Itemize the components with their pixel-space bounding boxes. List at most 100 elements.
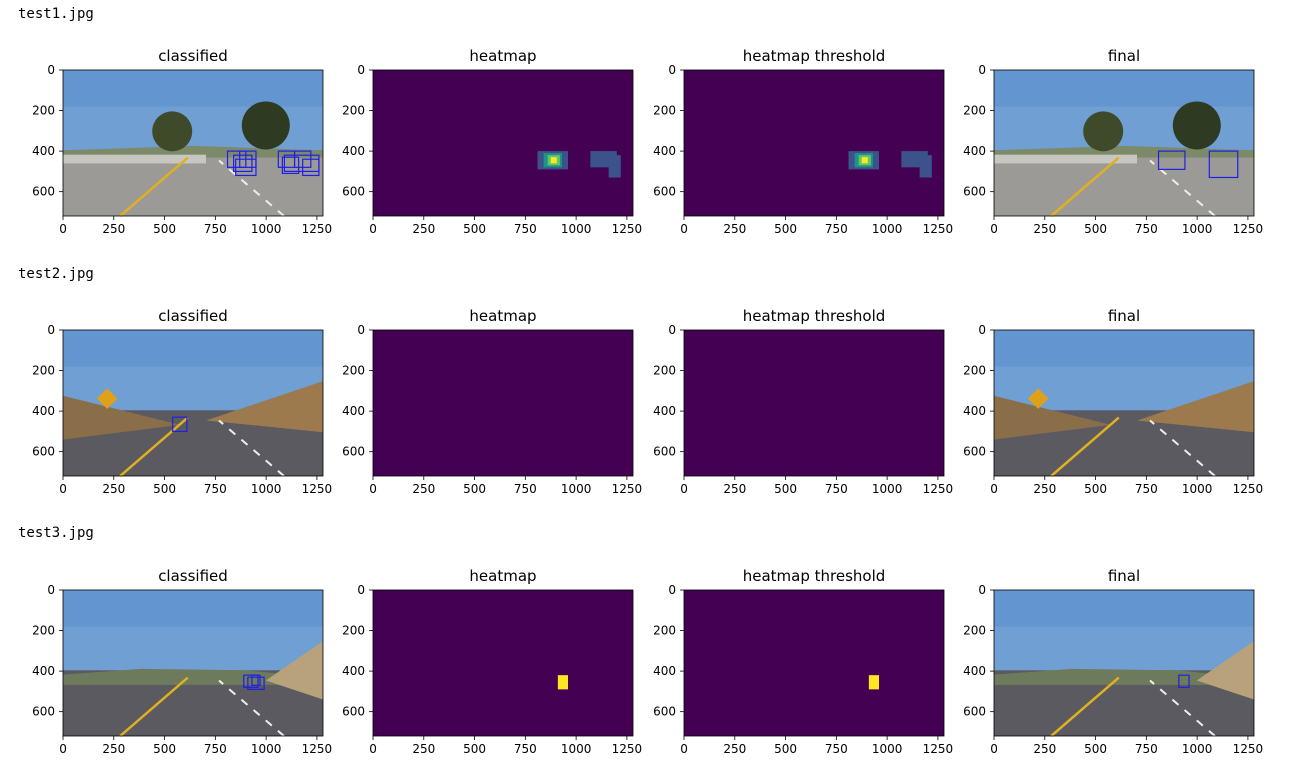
panel-image: [373, 70, 633, 216]
x-tick-label: 500: [153, 742, 176, 756]
x-tick-label: 0: [990, 482, 998, 496]
x-tick-label: 0: [59, 482, 67, 496]
x-tick-label: 0: [680, 222, 688, 236]
row-label-test3: test3.jpg: [18, 525, 94, 541]
y-tick-label: 600: [963, 445, 986, 459]
y-tick-label: 0: [668, 583, 676, 597]
x-tick-label: 500: [774, 742, 797, 756]
x-tick-label: 250: [1033, 222, 1056, 236]
panel-title: heatmap: [469, 47, 536, 65]
y-tick-label: 0: [357, 583, 365, 597]
x-tick-label: 1000: [872, 742, 903, 756]
tree: [1172, 101, 1221, 150]
x-tick-label: 750: [1135, 482, 1158, 496]
y-tick-label: 0: [668, 323, 676, 337]
x-tick-label: 0: [369, 222, 377, 236]
detection-box: [243, 674, 259, 688]
lane-line-white: [218, 679, 285, 737]
x-tick-label: 1250: [612, 222, 643, 236]
x-tick-label: 750: [204, 482, 227, 496]
hillside-left: [994, 395, 1111, 440]
barrier: [63, 154, 206, 164]
heat-cell: [861, 157, 868, 164]
x-tick-label: 500: [463, 222, 486, 236]
tree: [152, 111, 193, 152]
panel-image: [373, 330, 633, 476]
sky-top: [63, 70, 323, 107]
sky-top: [994, 590, 1254, 627]
y-tick-label: 400: [963, 404, 986, 418]
y-tick-label: 400: [32, 664, 55, 678]
y-tick-label: 0: [978, 63, 986, 77]
x-tick-label: 1250: [923, 482, 954, 496]
detection-box: [247, 676, 265, 690]
axes-frame: [993, 329, 1255, 477]
x-tick-label: 750: [1135, 222, 1158, 236]
x-tick-label: 750: [514, 482, 537, 496]
x-tick-label: 1000: [251, 222, 282, 236]
x-tick-label: 500: [153, 482, 176, 496]
panel-title: classified: [158, 567, 228, 585]
heat-cell: [550, 157, 557, 164]
y-tick-label: 400: [653, 144, 676, 158]
axes-frame: [993, 69, 1255, 217]
y-tick-label: 600: [342, 185, 365, 199]
y-tick-label: 400: [342, 404, 365, 418]
heat-cell: [919, 155, 932, 178]
x-tick-label: 500: [774, 482, 797, 496]
y-tick-label: 200: [342, 364, 365, 378]
x-tick-label: 750: [204, 742, 227, 756]
heatmap-background: [684, 70, 944, 216]
x-tick-label: 0: [680, 482, 688, 496]
detection-box: [235, 158, 257, 177]
hillside-right: [206, 381, 323, 433]
heat-cell: [557, 675, 568, 690]
x-tick-label: 250: [412, 222, 435, 236]
y-tick-label: 0: [668, 63, 676, 77]
heatmap-background: [684, 590, 944, 736]
y-tick-label: 600: [963, 705, 986, 719]
y-tick-label: 200: [32, 104, 55, 118]
x-tick-label: 750: [514, 742, 537, 756]
x-tick-label: 1000: [251, 742, 282, 756]
y-tick-label: 600: [653, 185, 676, 199]
panel-image: [684, 70, 944, 216]
x-tick-label: 250: [102, 742, 125, 756]
y-tick-label: 200: [963, 364, 986, 378]
x-tick-label: 1000: [561, 222, 592, 236]
lane-line-yellow: [1050, 416, 1120, 477]
barrier: [994, 154, 1137, 164]
x-tick-label: 1000: [872, 222, 903, 236]
lane-line-white: [218, 419, 285, 477]
row-label-test1: test1.jpg: [18, 6, 94, 22]
y-tick-label: 0: [47, 63, 55, 77]
heatmap-background: [684, 330, 944, 476]
sky-top: [63, 590, 323, 627]
x-tick-label: 1000: [872, 482, 903, 496]
panel-title: heatmap: [469, 307, 536, 325]
panel-image: [684, 330, 944, 476]
y-tick-label: 200: [342, 104, 365, 118]
x-tick-label: 250: [102, 222, 125, 236]
x-tick-label: 250: [1033, 482, 1056, 496]
lane-line-yellow: [1050, 676, 1120, 737]
x-tick-label: 500: [774, 222, 797, 236]
x-tick-label: 1250: [1233, 742, 1264, 756]
x-tick-label: 250: [723, 222, 746, 236]
panel-title: heatmap: [469, 567, 536, 585]
x-tick-label: 1250: [1233, 482, 1264, 496]
panel-image: [63, 590, 323, 737]
x-tick-label: 1000: [1182, 482, 1213, 496]
panel-title: classified: [158, 307, 228, 325]
y-tick-label: 600: [32, 185, 55, 199]
axes-frame: [62, 589, 324, 737]
panel-title: final: [1108, 567, 1140, 585]
x-tick-label: 250: [723, 742, 746, 756]
y-tick-label: 600: [653, 705, 676, 719]
axes-frame: [683, 589, 945, 737]
panel-image: [994, 70, 1254, 217]
